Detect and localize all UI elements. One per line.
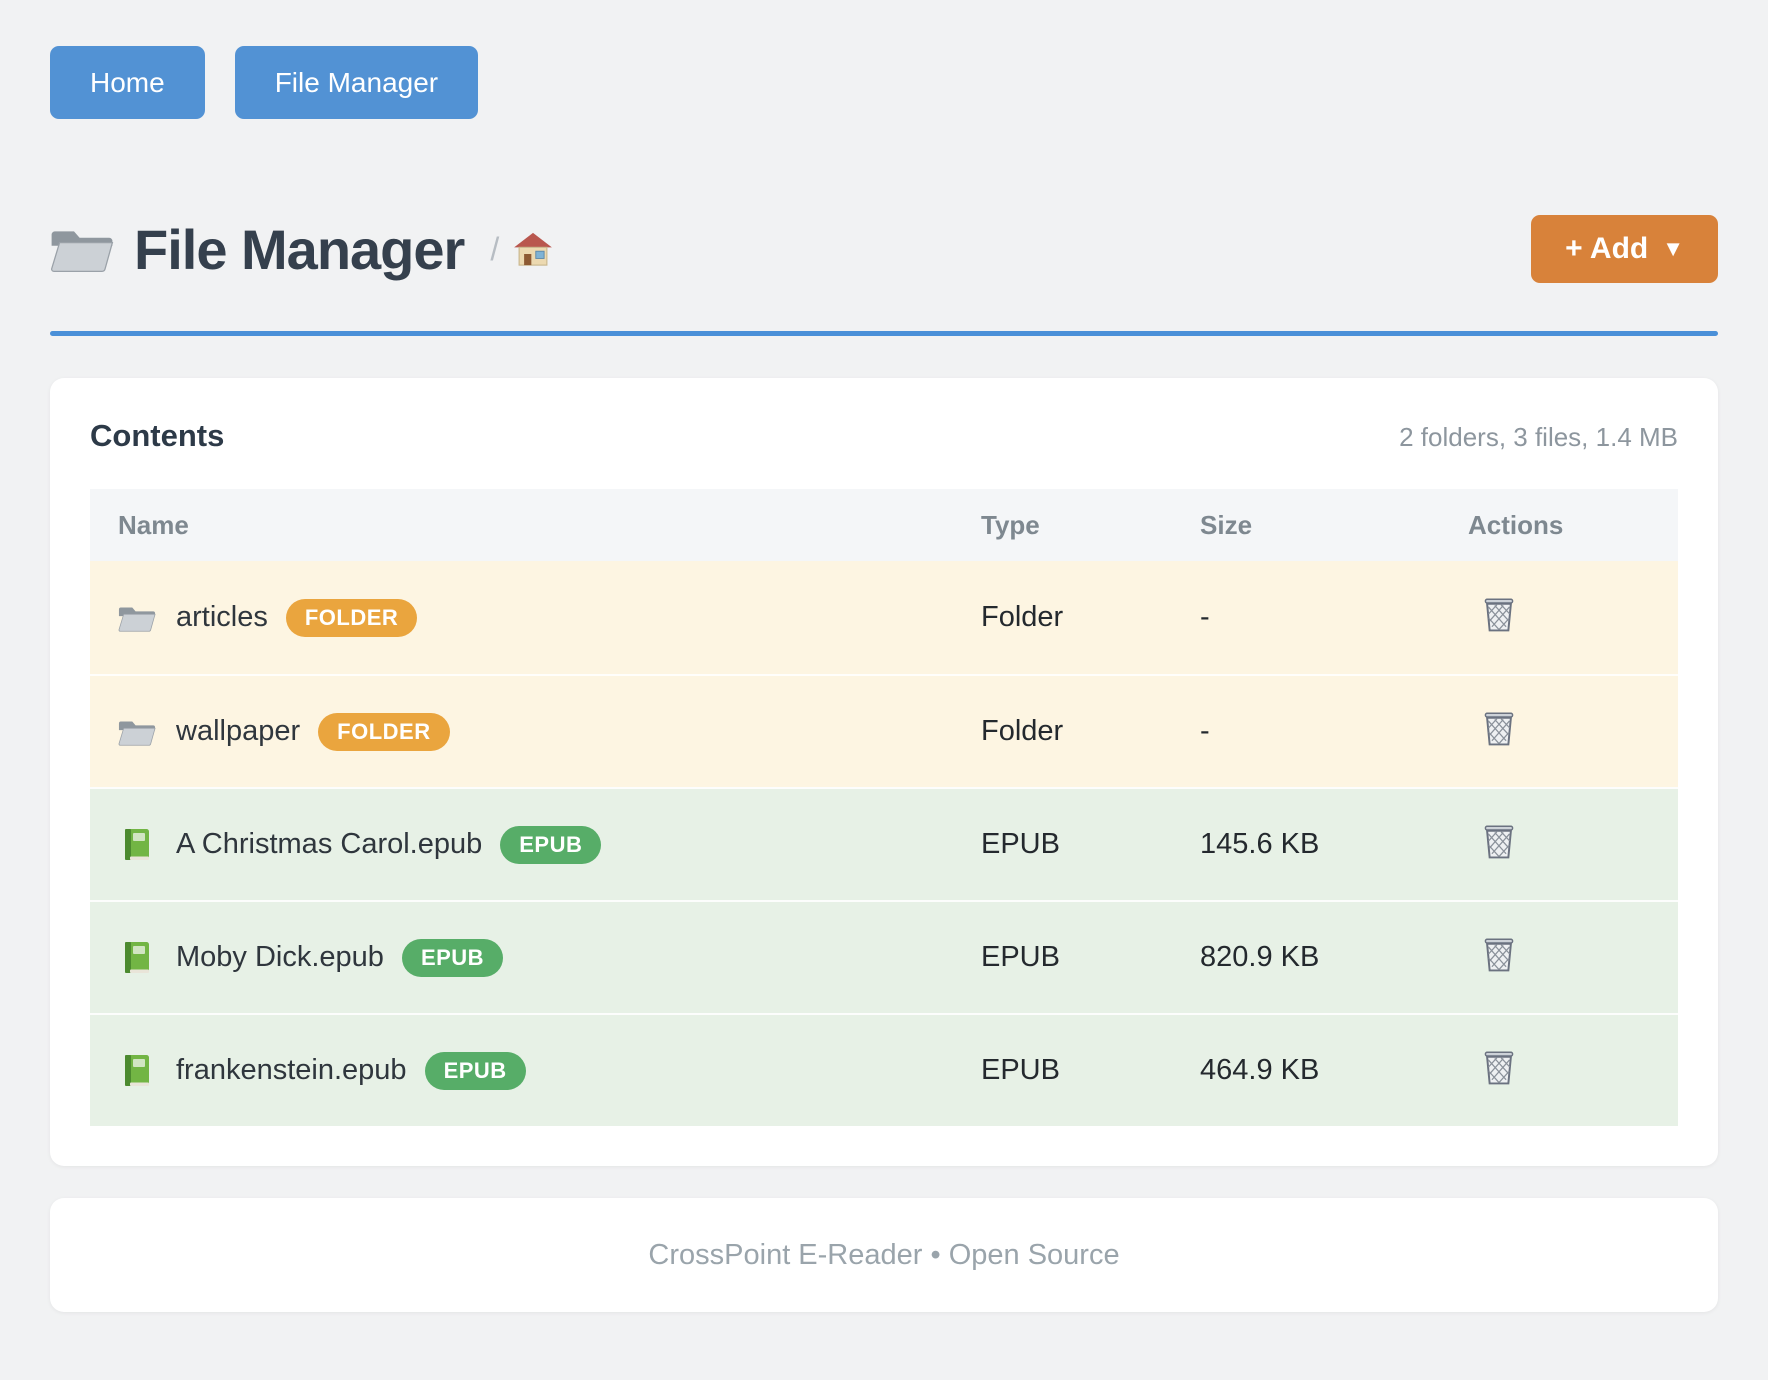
delete-button[interactable] — [1482, 709, 1516, 747]
file-name: frankenstein.epub — [176, 1054, 407, 1087]
nav-file-manager-button[interactable]: File Manager — [235, 46, 478, 119]
table-row[interactable]: Moby Dick.epub EPUB EPUB 820.9 KB — [90, 900, 1678, 1013]
book-icon — [118, 1054, 156, 1088]
trash-icon — [1482, 595, 1516, 633]
add-button-label: + Add — [1565, 232, 1648, 266]
file-name: articles — [176, 601, 268, 634]
contents-summary: 2 folders, 3 files, 1.4 MB — [1399, 422, 1678, 453]
top-nav: Home File Manager — [50, 46, 1718, 119]
file-size: 820.9 KB — [1200, 941, 1468, 974]
column-header-type: Type — [981, 510, 1200, 541]
file-name: A Christmas Carol.epub — [176, 828, 482, 861]
title-divider — [50, 331, 1718, 336]
file-name: wallpaper — [176, 715, 300, 748]
house-icon — [513, 231, 553, 267]
contents-card: Contents 2 folders, 3 files, 1.4 MB Name… — [50, 378, 1718, 1166]
file-size: 145.6 KB — [1200, 828, 1468, 861]
trash-icon — [1482, 709, 1516, 747]
type-badge: FOLDER — [286, 599, 417, 637]
file-type: EPUB — [981, 828, 1200, 861]
delete-button[interactable] — [1482, 822, 1516, 860]
type-badge: EPUB — [425, 1052, 526, 1090]
page-title: File Manager — [134, 217, 464, 282]
column-header-size: Size — [1200, 510, 1468, 541]
nav-home-button[interactable]: Home — [50, 46, 205, 119]
trash-icon — [1482, 935, 1516, 973]
trash-icon — [1482, 1048, 1516, 1086]
table-row[interactable]: frankenstein.epub EPUB EPUB 464.9 KB — [90, 1013, 1678, 1126]
column-header-name: Name — [90, 510, 981, 541]
file-type: Folder — [981, 715, 1200, 748]
footer-card: CrossPoint E-Reader • Open Source — [50, 1198, 1718, 1312]
delete-button[interactable] — [1482, 1048, 1516, 1086]
add-button[interactable]: + Add ▼ — [1531, 215, 1718, 283]
file-type: EPUB — [981, 1054, 1200, 1087]
table-row[interactable]: wallpaper FOLDER Folder - — [90, 674, 1678, 787]
file-name: Moby Dick.epub — [176, 941, 384, 974]
breadcrumb: / — [490, 231, 553, 268]
file-type: EPUB — [981, 941, 1200, 974]
trash-icon — [1482, 822, 1516, 860]
file-table: Name Type Size Actions articles FOLDER F… — [90, 489, 1678, 1126]
footer-text: CrossPoint E-Reader • Open Source — [648, 1239, 1119, 1272]
delete-button[interactable] — [1482, 595, 1516, 633]
type-badge: FOLDER — [318, 713, 449, 751]
folder-icon — [118, 601, 156, 635]
folder-icon — [118, 715, 156, 749]
delete-button[interactable] — [1482, 935, 1516, 973]
type-badge: EPUB — [500, 826, 601, 864]
table-row[interactable]: articles FOLDER Folder - — [90, 561, 1678, 674]
breadcrumb-home-link[interactable] — [513, 231, 553, 267]
caret-down-icon: ▼ — [1662, 236, 1684, 262]
folder-icon — [50, 222, 114, 276]
column-header-actions: Actions — [1468, 510, 1678, 541]
table-header-row: Name Type Size Actions — [90, 489, 1678, 561]
page-header: File Manager / + Add ▼ — [50, 211, 1718, 287]
book-icon — [118, 941, 156, 975]
contents-heading: Contents — [90, 418, 224, 454]
file-size: - — [1200, 715, 1468, 748]
table-row[interactable]: A Christmas Carol.epub EPUB EPUB 145.6 K… — [90, 787, 1678, 900]
contents-card-header: Contents 2 folders, 3 files, 1.4 MB — [90, 418, 1678, 462]
page: Home File Manager File Manager / + Add ▼… — [0, 0, 1768, 1380]
type-badge: EPUB — [402, 939, 503, 977]
file-size: - — [1200, 601, 1468, 634]
file-type: Folder — [981, 601, 1200, 634]
book-icon — [118, 828, 156, 862]
file-size: 464.9 KB — [1200, 1054, 1468, 1087]
breadcrumb-separator: / — [490, 231, 499, 268]
